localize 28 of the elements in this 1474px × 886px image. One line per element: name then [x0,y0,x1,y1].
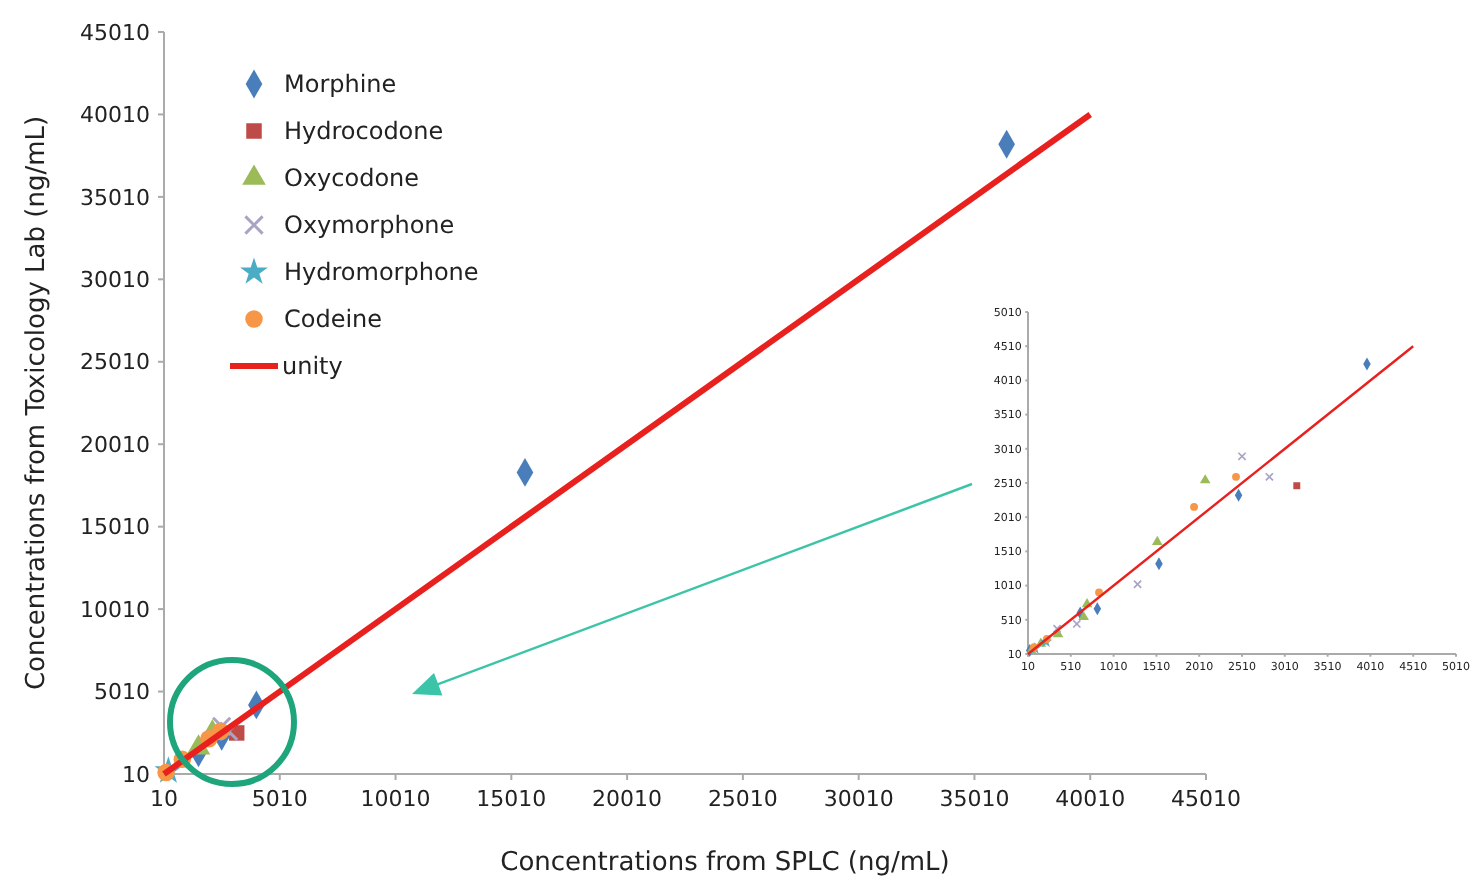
y-tick-label: 10010 [80,596,150,623]
x-tick-label: 10 [150,786,178,812]
legend-label: Oxycodone [284,164,420,193]
y-tick-label: 20010 [80,431,150,458]
y-tick-label: 10 [122,761,150,788]
x-tick-label: 5010 [251,786,308,812]
legend-label: Morphine [284,70,397,99]
y-tick-label: 30010 [80,267,150,294]
legend-label: Codeine [284,305,383,334]
x-tick-label: 10010 [360,786,431,812]
y-tick-label: 25010 [80,349,150,376]
x-tick-label: 30010 [823,786,894,812]
x-tick-label: 20010 [592,786,663,812]
x-tick-label: 40010 [1055,786,1126,812]
y-axis-title: Concentrations from Toxicology Lab (ng/mL) [22,115,52,691]
x-axis-title: Concentrations from SPLC (ng/mL) [500,848,950,878]
x-tick-label: 25010 [707,786,778,812]
y-tick-label: 5010 [94,679,150,706]
y-tick-label: 15010 [80,514,150,541]
x-tick-label: 15010 [476,786,547,812]
y-tick-label: 40010 [80,102,150,129]
legend-label: unity [282,352,343,381]
legend-label: Oxymorphone [284,211,455,240]
y-tick-label: 45010 [80,19,150,46]
x-tick-label: 45010 [1171,786,1241,812]
legend-label: Hydrocodone [284,117,444,146]
y-tick-label: 35010 [80,184,150,211]
legend-label: Hydromorphone [284,258,479,287]
